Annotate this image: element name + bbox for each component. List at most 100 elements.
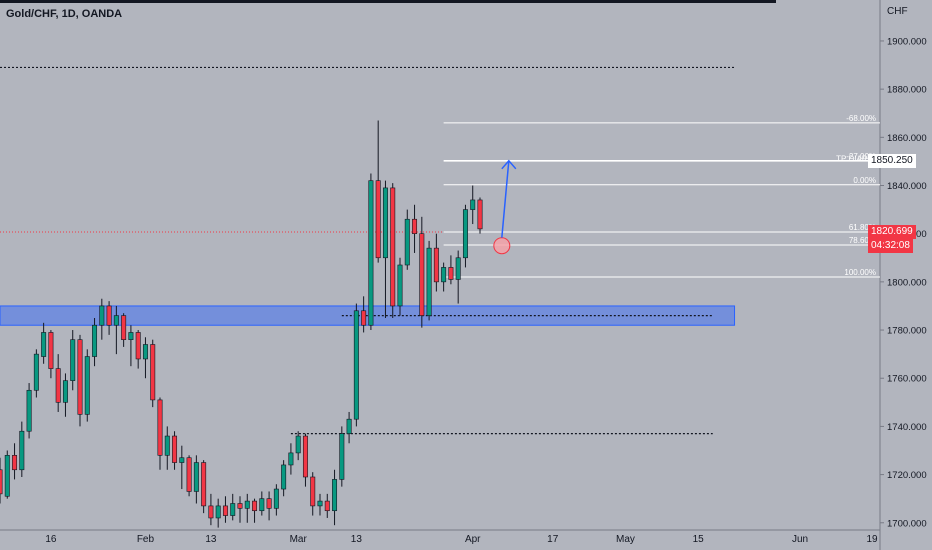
candle-body — [419, 233, 425, 316]
candle-body — [404, 218, 410, 266]
candle-body — [215, 505, 221, 519]
price-tick-label: 1780.000 — [887, 326, 927, 337]
candle-body — [99, 305, 105, 326]
candle-body — [462, 209, 468, 259]
candle-body — [201, 462, 207, 507]
time-axis-label: Jun — [792, 534, 808, 545]
time-axis-label: Mar — [290, 534, 308, 545]
candle-body — [412, 218, 418, 234]
fib-level-label: 61.80% — [849, 223, 876, 232]
time-axis-label: May — [616, 534, 635, 545]
time-axis-label: 15 — [693, 534, 705, 545]
candle-body — [41, 332, 47, 357]
candle-body — [150, 344, 156, 401]
candle-body — [332, 479, 338, 512]
price-tick-label: 1800.000 — [887, 277, 927, 288]
countdown-badge: 04:32:08 — [868, 238, 913, 253]
candle-body — [252, 500, 258, 512]
candle-body — [70, 339, 76, 381]
symbol-title[interactable]: Gold/CHF, 1D, OANDA — [6, 8, 123, 20]
candle-body — [397, 264, 403, 307]
candle-body — [193, 462, 199, 492]
price-tick-label: 1840.000 — [887, 181, 927, 192]
time-axis-label: 13 — [351, 534, 363, 545]
candle-body — [62, 380, 68, 403]
fib-level-label: -68.00% — [846, 114, 876, 123]
candle-body — [12, 455, 18, 471]
candle-body — [4, 455, 10, 497]
candle-body — [441, 267, 447, 283]
candle-body — [324, 500, 330, 512]
price-tick-label: 1900.000 — [887, 36, 927, 47]
candle-body — [295, 435, 301, 454]
time-axis-label: 13 — [205, 534, 217, 545]
candle-body — [179, 457, 185, 463]
candle-body — [259, 498, 265, 512]
candle-body — [448, 267, 454, 280]
candle-body — [164, 435, 170, 456]
candle-body — [470, 199, 476, 210]
candle-body — [426, 247, 432, 316]
candle-body — [142, 344, 148, 360]
fib-level-label: 100.00% — [844, 268, 876, 277]
candle-body — [128, 332, 134, 340]
price-tick-label: 1860.000 — [887, 133, 927, 144]
candle-body — [281, 464, 287, 490]
candle-body — [208, 505, 214, 519]
time-axis-label: 17 — [547, 534, 559, 545]
candle-body — [172, 435, 178, 463]
candle-body — [237, 503, 243, 509]
candle-body — [33, 353, 39, 391]
candle-body — [135, 332, 141, 360]
candle-body — [157, 399, 163, 456]
candle-body — [273, 488, 279, 509]
candle-body — [368, 180, 374, 326]
candle-body — [433, 247, 439, 283]
candle-body — [375, 180, 381, 259]
candle-body — [310, 476, 316, 507]
time-axis-label: 19 — [866, 534, 878, 545]
time-axis-label: Feb — [137, 534, 155, 545]
price-tick-label: 1700.000 — [887, 518, 927, 529]
candle-body — [244, 500, 250, 509]
candle-body — [55, 368, 61, 403]
time-axis-label: 16 — [45, 534, 57, 545]
currency-label: CHF — [887, 6, 908, 17]
candle-body — [48, 332, 54, 369]
candle-body — [0, 469, 3, 495]
price-tick-label: 1740.000 — [887, 422, 927, 433]
candle-body — [77, 339, 83, 415]
candle-body — [477, 199, 483, 230]
price-axis-panel — [880, 0, 932, 550]
candle-body — [382, 187, 388, 259]
candle-body — [186, 457, 192, 492]
entry-marker-circle — [493, 237, 511, 255]
candle-body — [302, 435, 308, 478]
candle-body — [121, 315, 127, 340]
fib-level-label: -27.00% — [846, 152, 876, 161]
candle-body — [346, 418, 352, 434]
candle-body — [230, 503, 236, 516]
fib-level-label: 78.60% — [849, 236, 876, 245]
top-border — [0, 0, 776, 3]
target-price-badge: 1850.250 — [868, 153, 916, 168]
projection-arrow-head — [501, 159, 517, 170]
price-tick-label: 1880.000 — [887, 85, 927, 96]
candle-body — [390, 187, 396, 307]
candle-body — [353, 310, 359, 420]
candle-body — [317, 500, 323, 507]
candle-body — [339, 433, 345, 480]
candle-body — [288, 452, 294, 466]
projection-arrow-line — [501, 160, 510, 238]
price-tick-label: 1760.000 — [887, 374, 927, 385]
candle-body — [84, 356, 90, 415]
time-axis-label: Apr — [465, 534, 481, 545]
candle-body — [113, 315, 119, 326]
candle-body — [361, 310, 367, 326]
candle-body — [455, 257, 461, 280]
fib-level-label: TP DIARIO — [836, 154, 876, 163]
candle-body — [106, 305, 112, 326]
last-price-badge: 1820.699 — [868, 224, 916, 239]
